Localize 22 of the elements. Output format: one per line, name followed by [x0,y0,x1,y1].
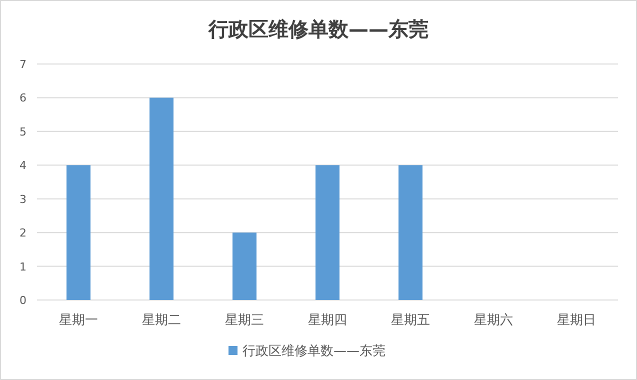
bar [232,232,256,300]
y-tick-label: 5 [20,125,26,138]
chart-title: 行政区维修单数——东莞 [208,17,428,41]
x-tick-label: 星期一 [59,313,98,328]
y-tick-label: 3 [20,192,26,206]
y-tick-label: 0 [20,294,26,307]
y-tick-label: 2 [20,226,26,240]
x-tick-label: 星期五 [391,313,430,328]
y-tick-label: 7 [20,58,26,71]
x-tick-label: 星期二 [142,313,181,328]
bar [316,165,340,300]
bar [398,165,422,300]
legend-label: 行政区维修单数——东莞 [242,344,386,359]
x-tick-label: 星期六 [474,313,513,328]
y-tick-label: 1 [20,260,26,274]
y-tick-label: 6 [20,92,26,105]
x-tick-label: 星期日 [557,313,596,328]
bar [150,98,174,300]
x-tick-label: 星期四 [308,313,347,328]
bar [66,165,90,300]
y-tick-label: 4 [20,159,26,172]
x-tick-label: 星期三 [225,313,264,328]
